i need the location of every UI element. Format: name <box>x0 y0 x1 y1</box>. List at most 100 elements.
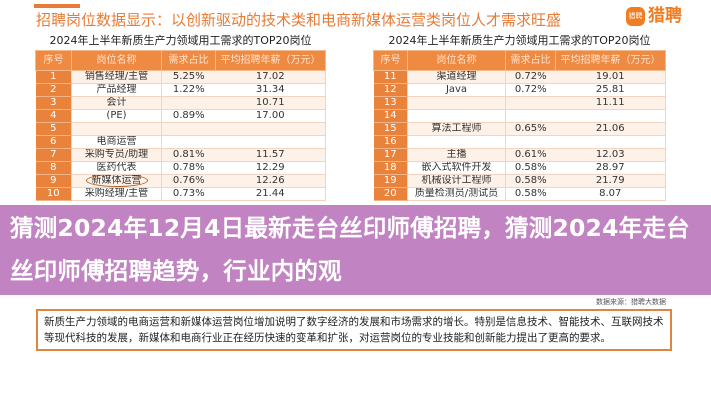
share-cell: 0.58% <box>505 187 556 201</box>
highlight-circle: 新媒体运营 <box>85 174 148 187</box>
share-cell: 0.58% <box>505 161 556 175</box>
position-cell: 嵌入式软件开发 <box>407 161 506 175</box>
share-cell: 0.65% <box>505 122 556 136</box>
table-row: 11 渠道经理 0.72% 19.01 <box>373 70 666 84</box>
share-cell: 0.58% <box>505 174 556 188</box>
position-cell: 销售经理/主管 <box>71 70 162 84</box>
table-row: 5 <box>35 122 326 136</box>
rank-cell: 4 <box>35 109 72 123</box>
salary-cell <box>215 122 326 136</box>
accent-line <box>34 4 80 8</box>
share-cell: 0.72% <box>505 70 556 84</box>
rank-cell: 12 <box>373 83 408 97</box>
position-cell: 质量检测员/测试员 <box>407 187 506 201</box>
column-header: 岗位名称 <box>71 50 162 71</box>
salary-cell: 21.44 <box>215 187 326 201</box>
table-row: 7 采购专员/助理 0.81% 11.57 <box>35 148 326 162</box>
header-row: 序号 岗位名称 需求占比 平均招聘年薪（万元） <box>35 50 326 71</box>
share-cell: 1.22% <box>161 83 216 97</box>
salary-cell: 28.97 <box>555 161 666 175</box>
data-source: 数据来源：猎聘大数据 <box>596 298 666 306</box>
salary-cell: 12.26 <box>215 174 326 188</box>
position-cell: 采购经理/主管 <box>71 187 162 201</box>
position-cell: 机械设计工程师 <box>407 174 506 188</box>
right-table: 序号 岗位名称 需求占比 平均招聘年薪（万元） 11 渠道经理 0.72% 19.01 12 Ja… <box>373 50 666 201</box>
table-row: 9 新媒体运营 0.76% 12.26 <box>35 174 326 188</box>
table-row: 19 机械设计工程师 0.58% 21.79 <box>373 174 666 188</box>
column-header: 岗位名称 <box>407 50 506 71</box>
salary-cell: 31.34 <box>215 83 326 97</box>
share-cell: 0.81% <box>161 148 216 162</box>
salary-cell: 8.07 <box>555 187 666 201</box>
position-cell: 采购专员/助理 <box>71 148 162 162</box>
table-row: 20 质量检测员/测试员 0.58% 8.07 <box>373 187 666 201</box>
share-cell: 0.76% <box>161 174 216 188</box>
table-row: 13 11.11 <box>373 96 666 110</box>
rank-cell: 6 <box>35 135 72 149</box>
salary-cell: 17.00 <box>215 109 326 123</box>
rank-cell: 7 <box>35 148 72 162</box>
column-header: 需求占比 <box>505 50 556 71</box>
table-row: 15 算法工程师 0.65% 21.06 <box>373 122 666 136</box>
table-row: 17 主播 0.61% 12.03 <box>373 148 666 162</box>
table-row: 14 <box>373 109 666 123</box>
share-cell: 5.25% <box>161 70 216 84</box>
share-cell: 0.78% <box>161 161 216 175</box>
table-row: 3 会计 10.71 <box>35 96 326 110</box>
column-header: 需求占比 <box>161 50 216 71</box>
salary-cell: 12.03 <box>555 148 666 162</box>
right-table-title: 2024年上半年新质生产力领域用工需求的TOP20岗位 <box>388 34 651 47</box>
share-cell <box>505 135 556 149</box>
position-cell: 算法工程师 <box>407 122 506 136</box>
position-cell <box>71 122 162 136</box>
rank-cell: 14 <box>373 109 408 123</box>
share-cell <box>161 135 216 149</box>
logo-text: 猎聘 <box>648 6 682 26</box>
position-cell: 产品经理 <box>71 83 162 97</box>
share-cell: 0.73% <box>161 187 216 201</box>
salary-cell: 21.06 <box>555 122 666 136</box>
rank-cell: 2 <box>35 83 72 97</box>
table-row: 16 <box>373 135 666 149</box>
position-cell: 渠道经理 <box>407 70 506 84</box>
column-header: 序号 <box>35 50 72 71</box>
rank-cell: 18 <box>373 161 408 175</box>
share-cell: 0.72% <box>505 83 556 97</box>
salary-cell <box>555 109 666 123</box>
salary-cell: 11.57 <box>215 148 326 162</box>
article-title: 猜测2024年12月4日最新走台丝印师傅招聘，猜测2024年走台丝印师傅招聘趋势… <box>10 214 690 285</box>
position-cell <box>407 135 506 149</box>
table-row: 1 销售经理/主管 5.25% 17.02 <box>35 70 326 84</box>
column-header: 序号 <box>373 50 408 71</box>
rank-cell: 15 <box>373 122 408 136</box>
table-row: 8 医药代表 0.78% 12.29 <box>35 161 326 175</box>
salary-cell: 10.71 <box>215 96 326 110</box>
left-table-block: 2024年上半年新质生产力领域用工需求的TOP20岗位 序号 岗位名称 需求占比 平均… <box>35 34 326 201</box>
column-header: 平均招聘年薪（万元） <box>215 50 326 71</box>
table-row: 2 产品经理 1.22% 31.34 <box>35 83 326 97</box>
rank-cell: 16 <box>373 135 408 149</box>
position-cell <box>407 96 506 110</box>
liepin-logo-icon: 猎聘 <box>626 6 645 26</box>
share-cell <box>161 122 216 136</box>
table-row: 10 采购经理/主管 0.73% 21.44 <box>35 187 326 201</box>
page-heading: 招聘岗位数据显示：以创新驱动的技术类和电商新媒体运营类岗位人才需求旺盛 <box>36 11 562 29</box>
position-cell: 会计 <box>71 96 162 110</box>
left-table: 序号 岗位名称 需求占比 平均招聘年薪（万元） 1 销售经理/主管 5.25% 17.02 2 产… <box>35 50 326 201</box>
column-header: 平均招聘年薪（万元） <box>555 50 666 71</box>
share-cell <box>505 96 556 110</box>
table-row: 12 Java 0.72% 25.81 <box>373 83 666 97</box>
share-cell: 0.89% <box>161 109 216 123</box>
rank-cell: 17 <box>373 148 408 162</box>
salary-cell: 11.11 <box>555 96 666 110</box>
title-overlay-band: 猜测2024年12月4日最新走台丝印师傅招聘，猜测2024年走台丝印师傅招聘趋势… <box>0 205 711 295</box>
salary-cell: 21.79 <box>555 174 666 188</box>
table-row: 4 (PE) 0.89% 17.00 <box>35 109 326 123</box>
table-row: 6 电商运营 <box>35 135 326 149</box>
tables-area: 2024年上半年新质生产力领域用工需求的TOP20岗位 序号 岗位名称 需求占比 平均… <box>0 34 711 201</box>
page-header: 招聘岗位数据显示：以创新驱动的技术类和电商新媒体运营类岗位人才需求旺盛 猎聘 猎… <box>0 0 711 34</box>
rank-cell: 5 <box>35 122 72 136</box>
rank-cell: 3 <box>35 96 72 110</box>
position-cell: 电商运营 <box>71 135 162 149</box>
rank-cell: 13 <box>373 96 408 110</box>
